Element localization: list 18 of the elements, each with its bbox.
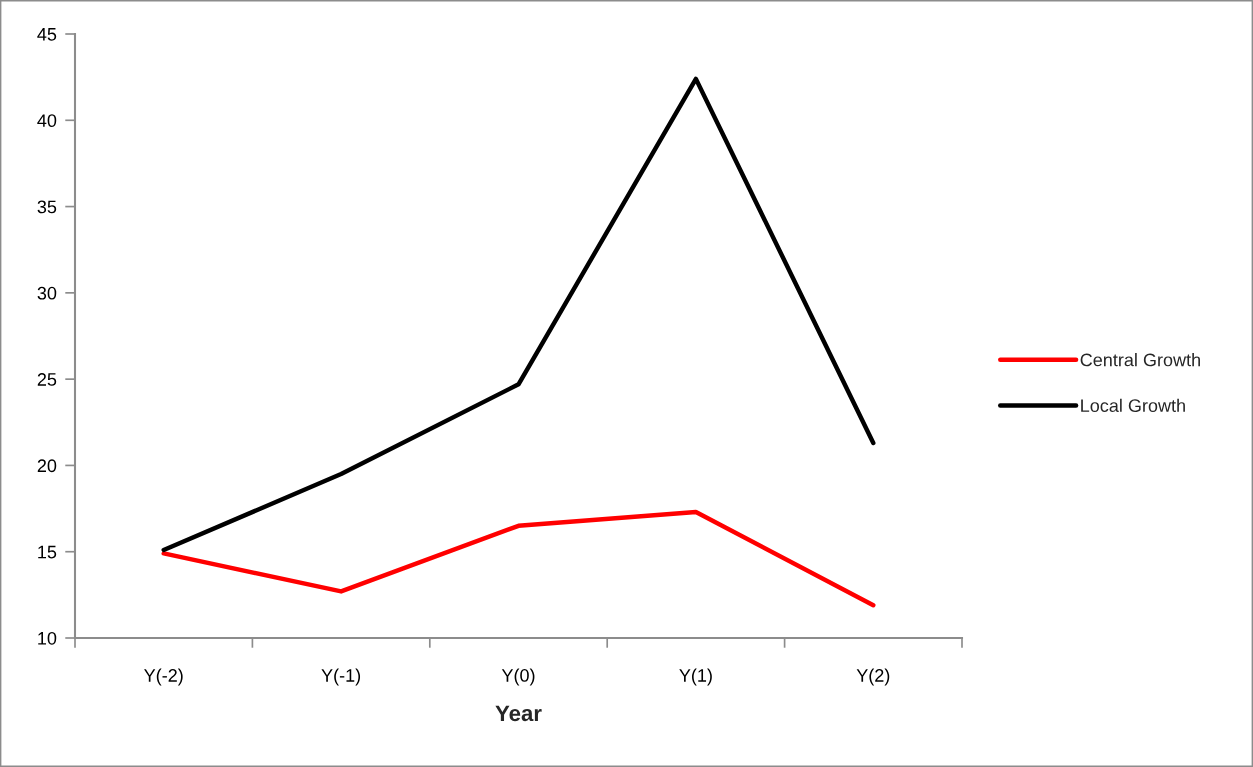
y-tick-label: 45: [37, 28, 57, 41]
y-tick-label: 25: [37, 373, 57, 386]
y-tick-label: 30: [37, 286, 57, 300]
x-axis-title: Year: [495, 705, 542, 722]
legend-label: Local Growth: [1081, 398, 1185, 413]
line-series: [161, 76, 876, 553]
line-series: [161, 509, 876, 608]
y-tick-label: 10: [38, 631, 57, 645]
legend-label: Central Growth: [1080, 353, 1200, 367]
y-tick-label: 15: [38, 545, 57, 559]
x-tick-label: Y(1): [679, 668, 712, 686]
y-tick-label: 40: [37, 114, 57, 128]
y-tick-label: 20: [37, 459, 57, 473]
x-tick-label: Y(2): [856, 668, 890, 686]
y-tick-label: 35: [37, 200, 57, 214]
x-tick-label: Y(-2): [144, 668, 183, 686]
x-tick-label: Y(0): [501, 668, 535, 686]
x-tick-label: Y(-1): [321, 668, 361, 686]
